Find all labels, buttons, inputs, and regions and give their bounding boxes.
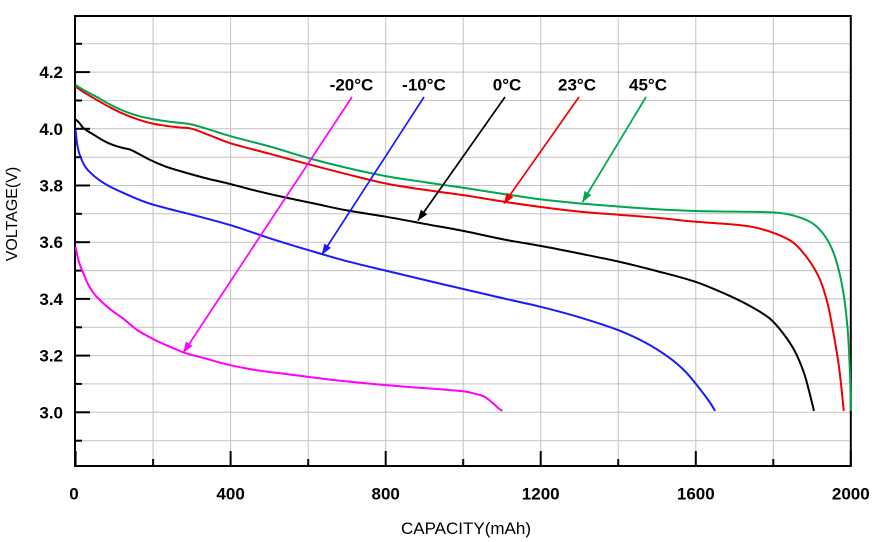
svg-text:45°C: 45°C (629, 76, 667, 95)
svg-text:3.6: 3.6 (39, 233, 63, 252)
svg-text:0°C: 0°C (493, 76, 522, 95)
svg-text:4.0: 4.0 (39, 120, 63, 139)
svg-text:23°C: 23°C (558, 76, 596, 95)
svg-text:1600: 1600 (677, 485, 715, 504)
svg-text:3.0: 3.0 (39, 403, 63, 422)
svg-text:800: 800 (372, 485, 400, 504)
svg-text:400: 400 (216, 485, 244, 504)
svg-text:2000: 2000 (832, 485, 870, 504)
svg-text:3.4: 3.4 (39, 290, 63, 309)
svg-text:3.8: 3.8 (39, 177, 63, 196)
svg-text:1200: 1200 (522, 485, 560, 504)
svg-text:4.2: 4.2 (39, 63, 63, 82)
svg-text:CAPACITY(mAh): CAPACITY(mAh) (401, 519, 531, 538)
svg-text:-10°C: -10°C (402, 76, 446, 95)
svg-text:3.2: 3.2 (39, 347, 63, 366)
svg-text:0: 0 (69, 485, 78, 504)
svg-text:-20°C: -20°C (330, 76, 374, 95)
svg-text:VOLTAGE(V): VOLTAGE(V) (4, 167, 21, 262)
